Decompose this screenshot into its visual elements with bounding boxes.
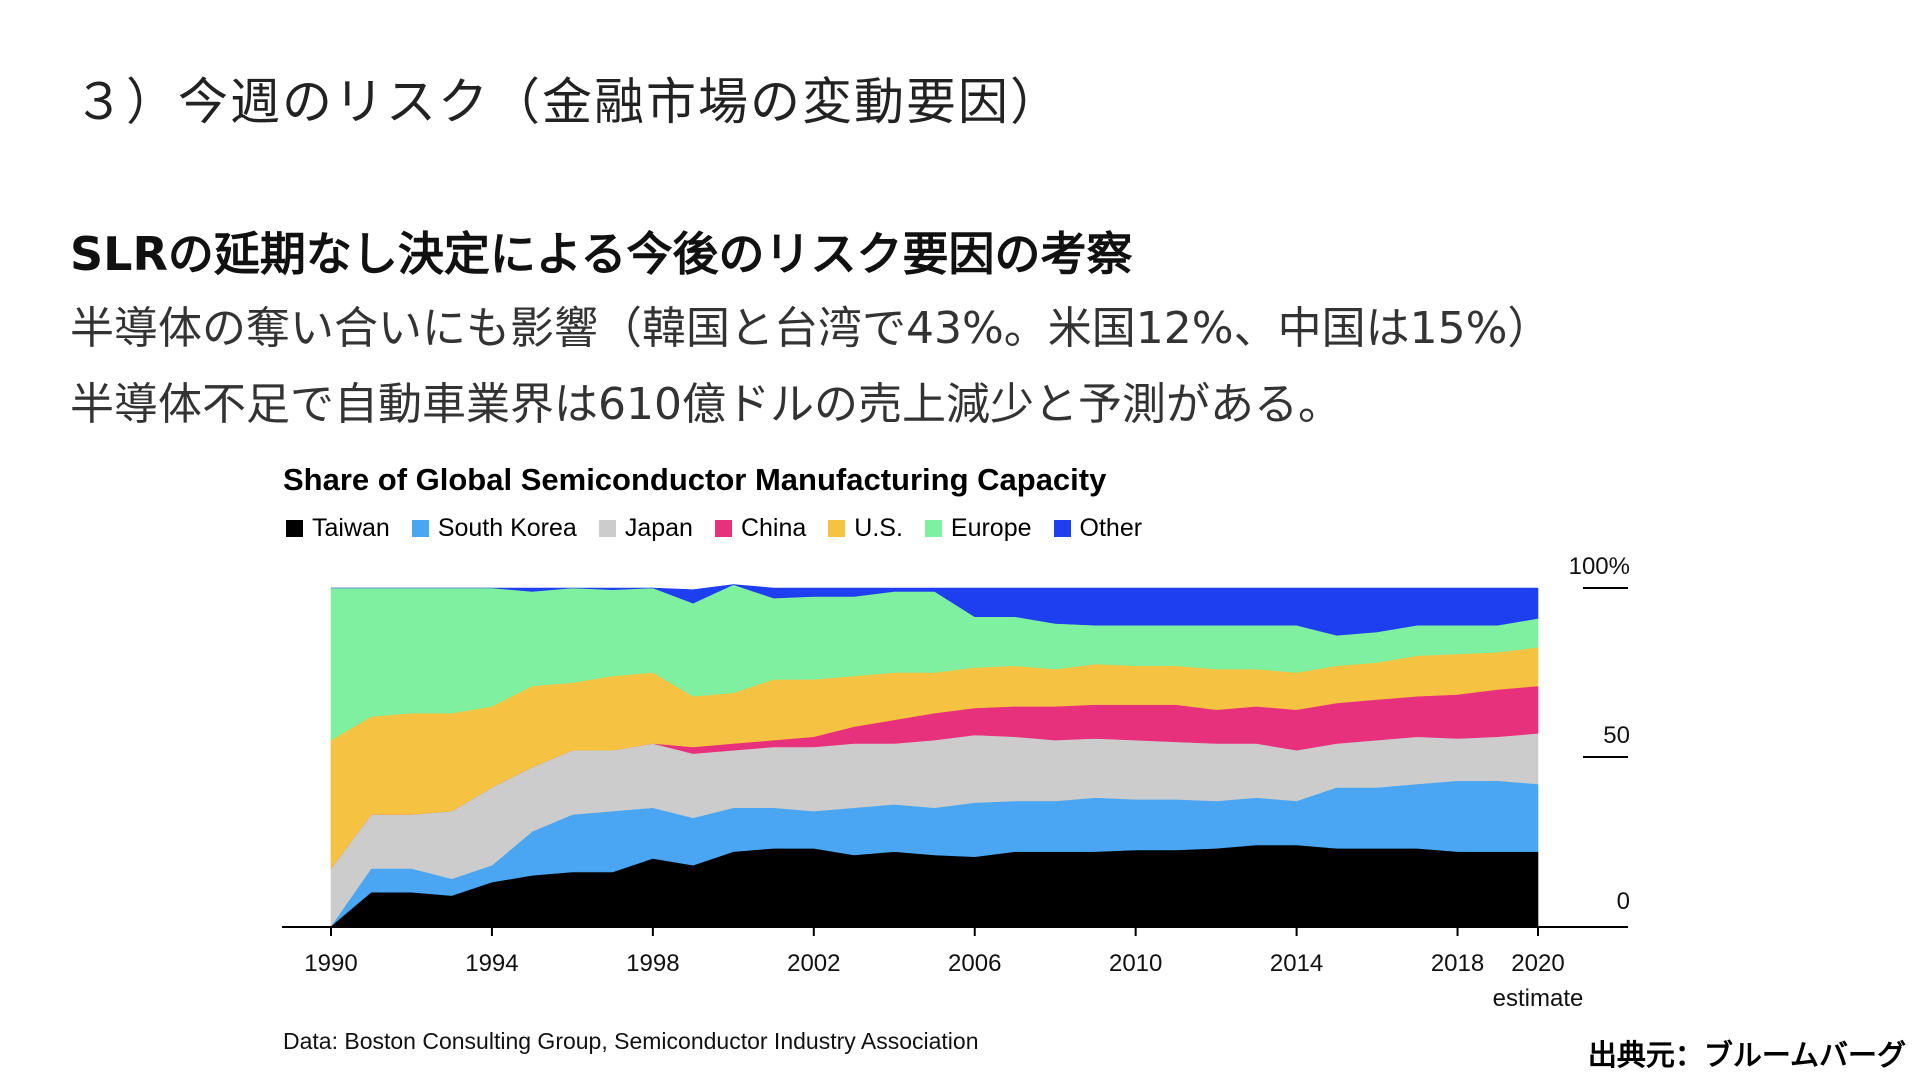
legend-item-us: U.S. [828, 514, 903, 543]
credit-label: 出典元：ブルームバーグ [1587, 1038, 1906, 1072]
y-tick-label: 100% [1569, 553, 1630, 580]
y-tick-label: 0 [1617, 888, 1630, 915]
legend-swatch-europe [924, 520, 942, 537]
x-tick-label: 2020 [1511, 950, 1564, 977]
legend-label-south-korea: South Korea [437, 514, 577, 542]
x-tick-label: 1990 [304, 950, 357, 977]
legend-label-japan: Japan [624, 514, 693, 542]
x-tick-label: 2018 [1431, 950, 1484, 977]
legend-label-taiwan: Taiwan [312, 514, 390, 542]
x-tick-label: 2014 [1270, 950, 1323, 977]
legend-label-china: China [740, 514, 807, 542]
body-line-1: 半導体の奪い合いにも影響（韓国と台湾で43%。米国12%、中国は15%） [70, 303, 1552, 354]
chart-source: Data: Boston Consulting Group, Semicondu… [283, 1028, 979, 1054]
chart-legend: Taiwan South Korea Japan China U.S. Euro… [286, 514, 1164, 543]
legend-swatch-taiwan [286, 520, 303, 537]
legend-item-europe: Europe [924, 514, 1032, 543]
legend-label-us: U.S. [854, 514, 903, 542]
x-tick-label: 2006 [948, 950, 1001, 977]
x-note-label: estimate [1493, 985, 1584, 1012]
legend-item-south-korea: South Korea [411, 514, 577, 543]
x-tick-label: 1998 [626, 950, 679, 977]
legend-swatch-south-korea [411, 520, 429, 537]
body-line-2: 半導体不足で自動車業界は610億ドルの売上減少と予測がある。 [70, 379, 1342, 430]
legend-item-taiwan: Taiwan [286, 514, 390, 543]
x-tick-label: 2010 [1109, 950, 1162, 977]
legend-item-china: China [714, 514, 807, 543]
legend-label-europe: Europe [950, 514, 1032, 542]
y-tick-label: 50 [1603, 722, 1630, 749]
section-title: ３）今週のリスク（金融市場の変動要因） [74, 73, 1062, 131]
legend-swatch-other [1053, 520, 1071, 537]
x-tick-label: 1994 [465, 950, 518, 977]
legend-label-other: Other [1079, 514, 1143, 542]
legend-item-other: Other [1053, 514, 1143, 543]
area-other [331, 584, 1539, 636]
legend-swatch-us [828, 520, 846, 537]
x-tick-label: 2002 [787, 950, 840, 977]
legend-swatch-china [714, 520, 732, 537]
legend-item-japan: Japan [598, 514, 693, 543]
headline: SLRの延期なし決定による今後のリスク要因の考察 [70, 227, 1133, 281]
chart-title: Share of Global Semiconductor Manufactur… [283, 462, 1107, 497]
legend-swatch-japan [598, 520, 616, 537]
